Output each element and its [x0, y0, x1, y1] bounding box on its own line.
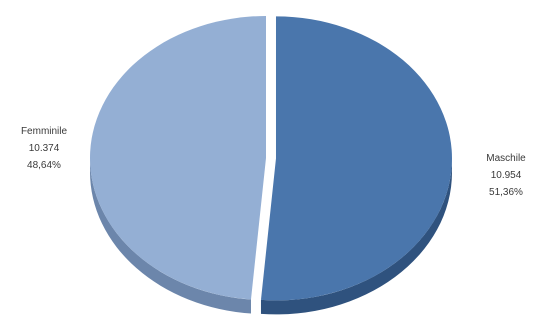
slice-label-femminile-value: 10.374: [29, 143, 60, 154]
pie-slice-top-maschile: [260, 16, 452, 301]
slice-label-femminile-name: Femminile: [21, 126, 68, 137]
slice-label-femminile-percent: 48,64%: [27, 160, 61, 171]
pie-slice-femminile: [90, 16, 266, 314]
slice-label-maschile: Maschile 10.954 51,36%: [486, 153, 526, 198]
slice-label-maschile-percent: 51,36%: [489, 187, 523, 198]
slice-label-femminile: Femminile 10.374 48,64%: [21, 126, 68, 171]
slice-label-maschile-name: Maschile: [486, 153, 526, 164]
pie-slices: [90, 16, 452, 315]
slice-label-maschile-value: 10.954: [491, 170, 522, 181]
pie-slice-top-femminile: [90, 16, 266, 300]
pie-slice-side-femminile: [90, 158, 251, 314]
pie-slice-maschile: [260, 16, 452, 315]
